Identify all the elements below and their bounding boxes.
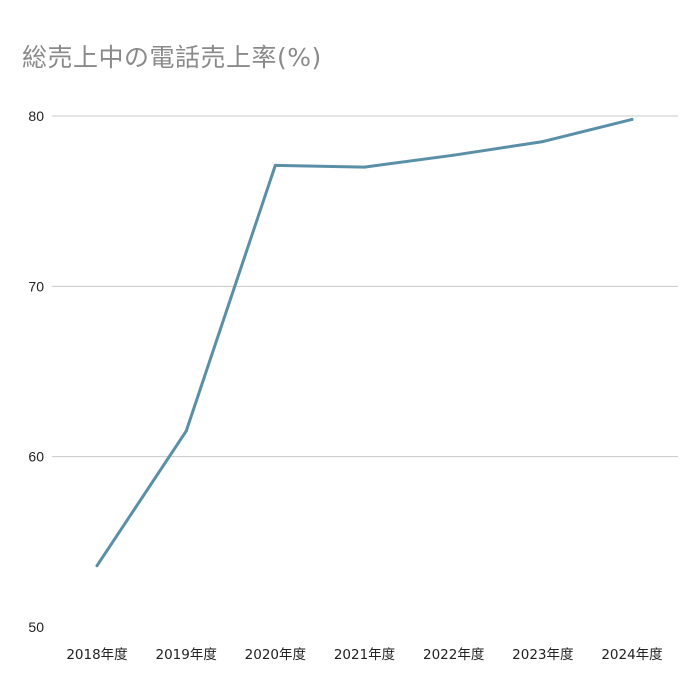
x-tick-label: 2024年度 [601,647,662,663]
y-tick-label: 60 [28,449,44,465]
data-point [273,163,277,167]
x-tick-label: 2020年度 [245,647,306,663]
y-tick-label: 70 [28,278,44,294]
series-layer [95,117,634,568]
y-tick-label: 80 [28,108,44,124]
y-axis-ticks: 50 60 70 80 [28,108,44,635]
data-point [541,140,545,144]
x-tick-label: 2018年度 [66,647,127,663]
data-point [363,165,366,169]
series-line [95,117,634,568]
data-point [630,117,634,121]
x-axis-ticks: 2018年度 2019年度 2020年度 2021年度 2022年度 2023年度 2024… [66,647,662,663]
data-point [184,429,188,433]
x-tick-label: 2021年度 [334,647,395,663]
data-point [95,564,99,568]
gridlines [52,115,678,458]
x-tick-label: 2019年度 [155,647,216,663]
chart-title: 総売上中の電話売上率(%) [22,43,322,72]
x-tick-label: 2022年度 [423,647,484,663]
data-point [452,153,456,157]
y-tick-label: 50 [28,619,44,635]
x-tick-label: 2023年度 [512,647,573,663]
